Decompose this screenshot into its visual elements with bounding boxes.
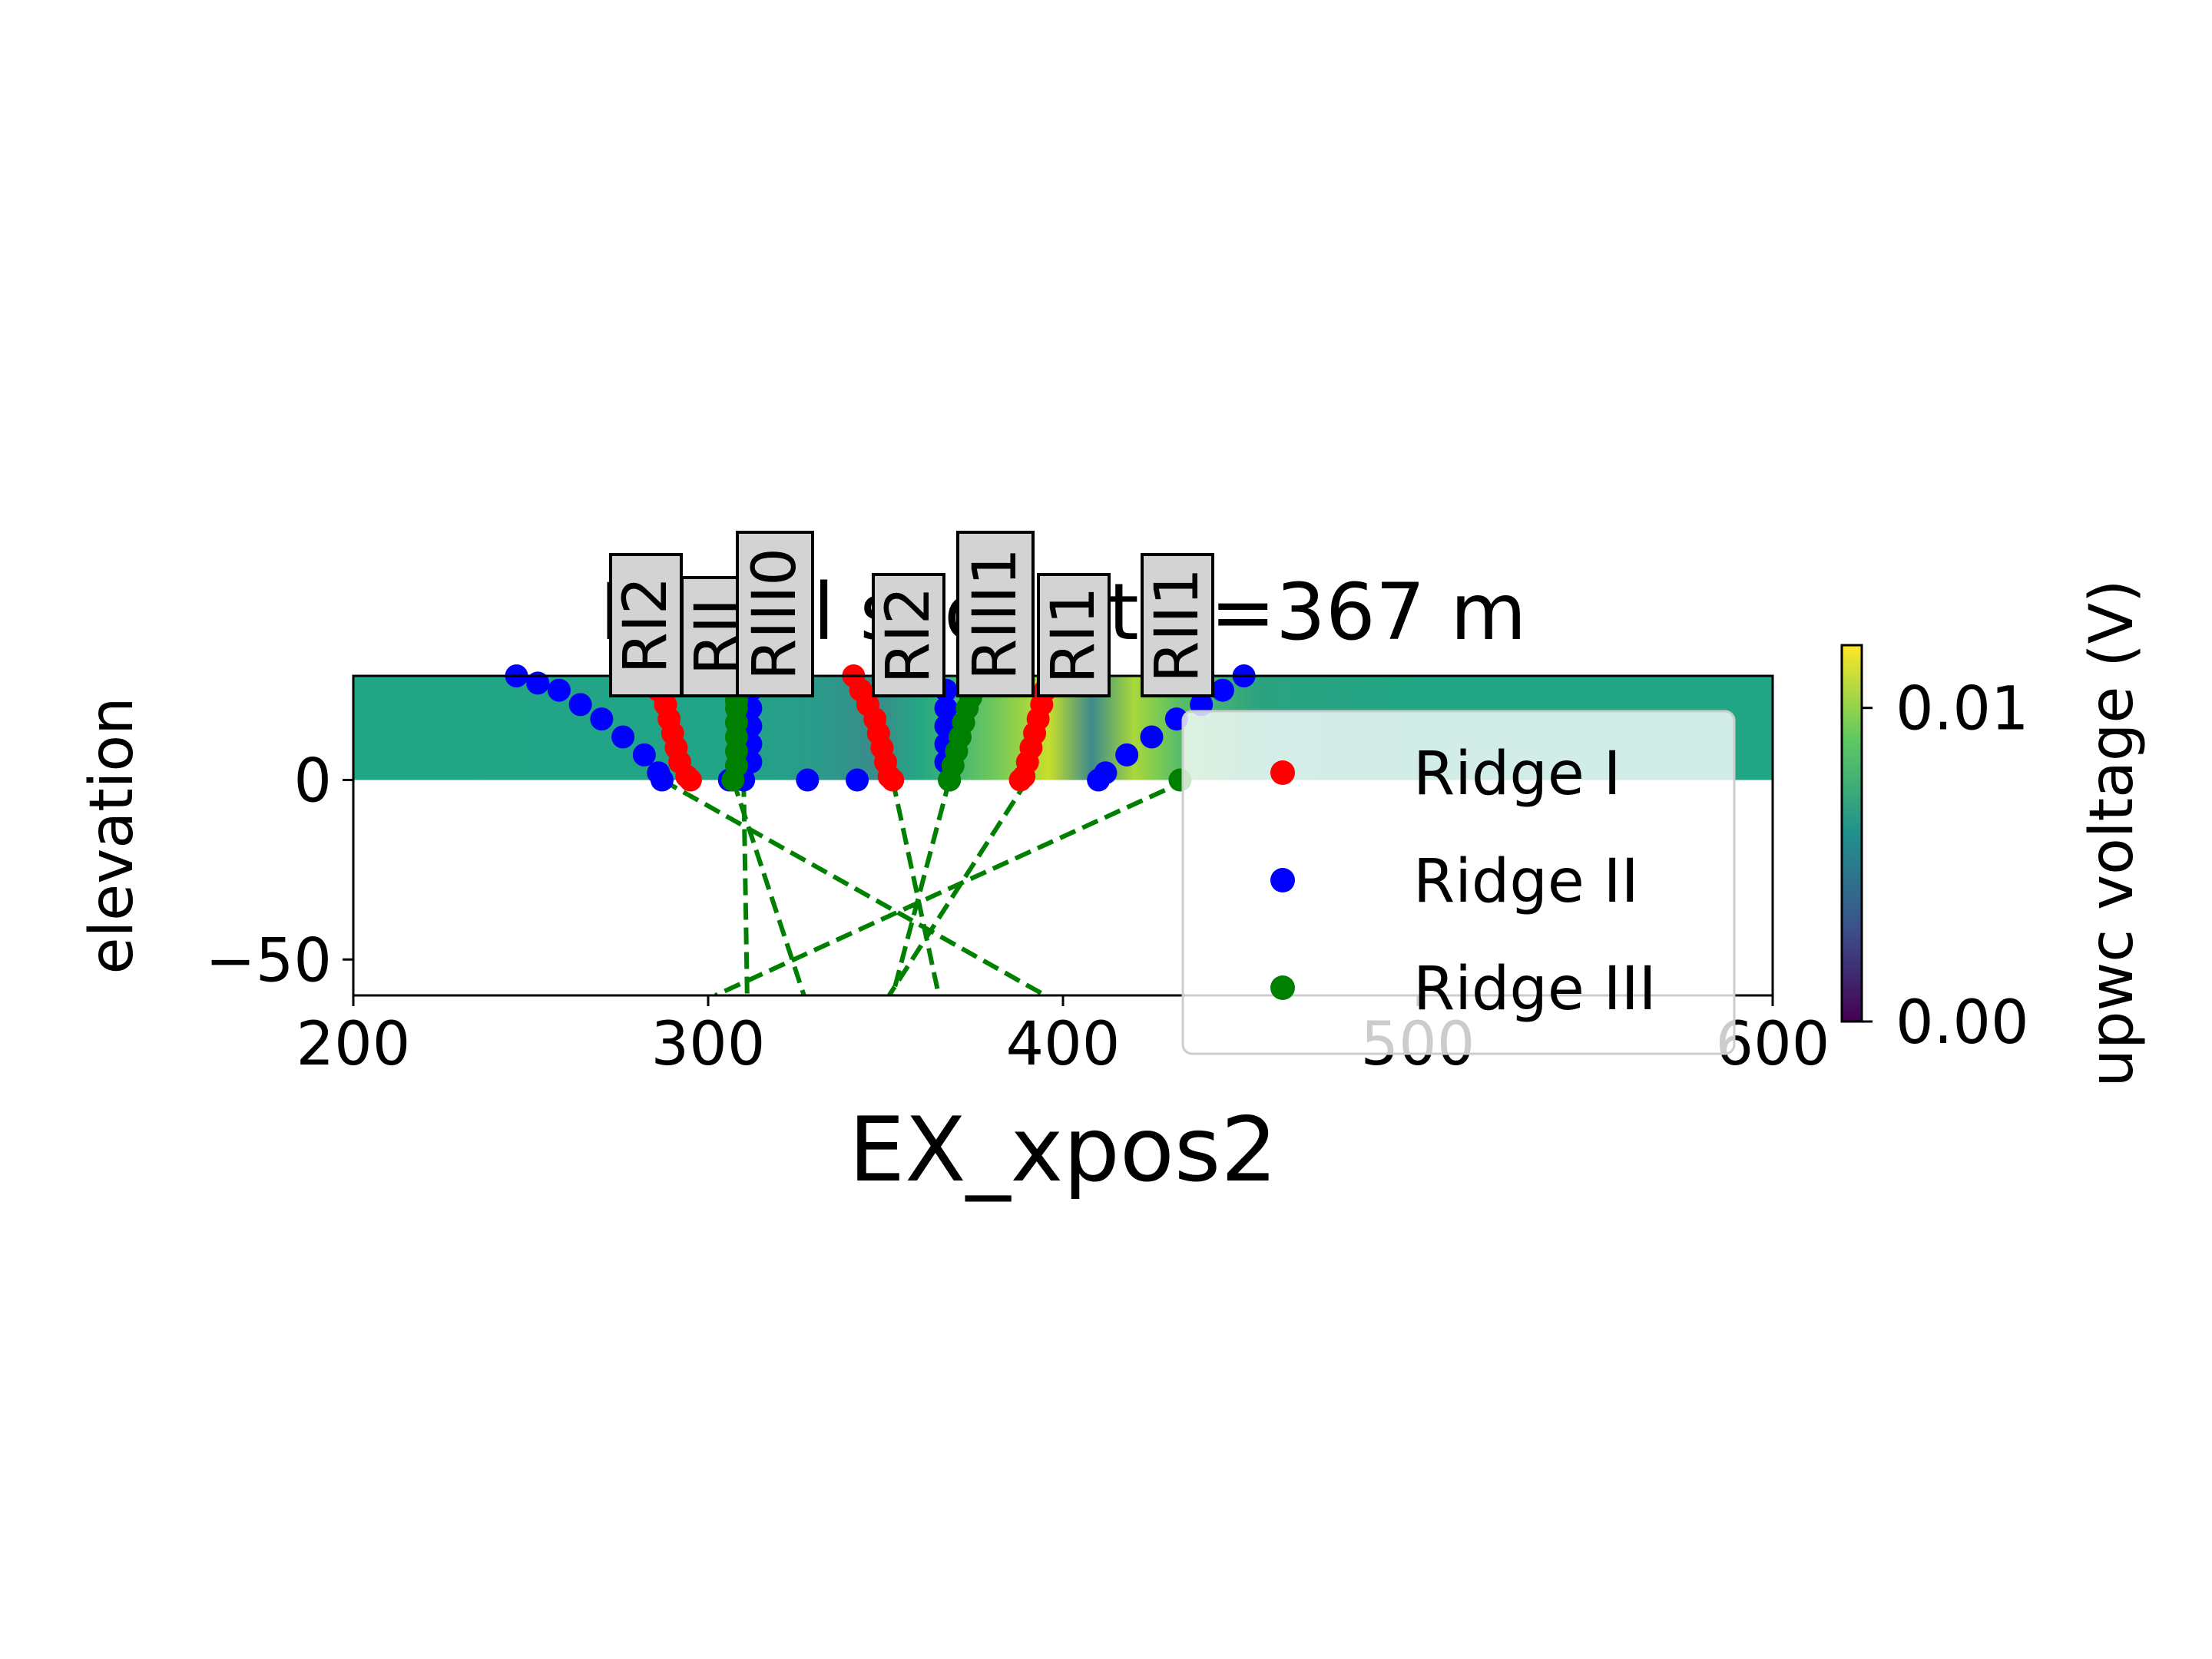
station-label: RI2 xyxy=(609,553,683,697)
station-label-text: RII1 xyxy=(1143,568,1212,683)
station-label-text: RIII1 xyxy=(961,548,1030,680)
legend-label: Ridge I xyxy=(1413,740,1621,809)
data-point xyxy=(796,768,820,792)
survey-lines xyxy=(661,777,1188,995)
legend-label: Ridge II xyxy=(1413,847,1639,916)
x-tick-label: 300 xyxy=(651,1010,766,1079)
legend-marker xyxy=(1270,868,1295,892)
x-tick-label: 400 xyxy=(1006,1010,1121,1079)
station-label: RIII1 xyxy=(956,531,1035,697)
station-label-text: RI2 xyxy=(874,587,943,684)
legend-marker xyxy=(1270,975,1295,1000)
station-label: RIII0 xyxy=(736,531,814,697)
data-point xyxy=(632,743,656,767)
legend-frame xyxy=(1181,710,1736,1055)
survey-line xyxy=(741,780,750,995)
data-point xyxy=(1008,768,1032,792)
station-label: RI1 xyxy=(1037,573,1111,697)
survey-line xyxy=(890,779,942,995)
y-axis-ticks: 0 −50 xyxy=(205,747,353,995)
legend-entry: Ridge I xyxy=(1270,740,1621,809)
survey-line xyxy=(890,779,952,995)
station-label-text: RI2 xyxy=(611,577,680,674)
data-point xyxy=(1210,678,1234,702)
data-point xyxy=(526,671,550,695)
y-axis-label: elevation xyxy=(78,697,147,974)
data-point xyxy=(568,693,592,717)
x-tick-label: 200 xyxy=(296,1010,411,1079)
data-point xyxy=(611,725,635,749)
colorbar: 0.00 0.01 upwc voltage (V) xyxy=(1840,580,2147,1088)
x-axis-label: EX_xpos2 xyxy=(849,1098,1277,1202)
data-point xyxy=(678,768,702,792)
legend-label: Ridge III xyxy=(1413,955,1657,1024)
data-point xyxy=(547,678,571,702)
colorbar-gradient xyxy=(1840,644,1863,1023)
colorbar-label: upwc voltage (V) xyxy=(2078,580,2147,1088)
data-point xyxy=(1094,761,1118,785)
station-label: RII1 xyxy=(1141,553,1214,697)
survey-line xyxy=(714,777,1188,995)
legend-entry: Ridge III xyxy=(1270,955,1657,1024)
survey-line xyxy=(661,777,1047,995)
station-label: RI2 xyxy=(872,573,945,697)
data-point xyxy=(590,707,614,731)
data-point xyxy=(846,768,869,792)
station-label-text: RI1 xyxy=(1039,587,1108,684)
data-point xyxy=(881,768,905,792)
station-label-text: RIII0 xyxy=(740,548,810,680)
colorbar-tick-label: 0.01 xyxy=(1896,675,2029,744)
survey-line xyxy=(887,778,1030,995)
data-point xyxy=(1140,725,1164,749)
data-point xyxy=(1115,743,1139,767)
legend: Ridge I Ridge II Ridge III xyxy=(1181,710,1736,1055)
data-point xyxy=(934,697,958,720)
y-tick-label: −50 xyxy=(205,926,332,995)
legend-marker xyxy=(1270,760,1295,785)
colorbar-tick-label: 0.00 xyxy=(1896,988,2029,1058)
legend-entry: Ridge II xyxy=(1270,847,1639,916)
data-point xyxy=(650,768,674,792)
y-tick-label: 0 xyxy=(293,747,332,816)
